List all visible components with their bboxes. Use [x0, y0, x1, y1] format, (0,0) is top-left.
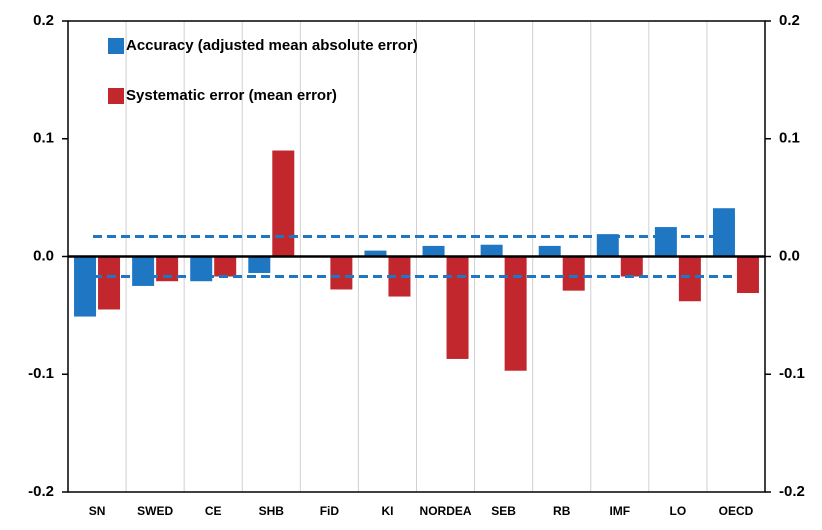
plot-frame — [67, 20, 766, 493]
bar — [654, 227, 677, 257]
y2-tick-label: 0.2 — [779, 12, 800, 29]
legend-label: Systematic error (mean error) — [126, 87, 337, 104]
y-tick-label: 0.2 — [33, 12, 54, 29]
x-tick-label: SWED — [137, 504, 173, 518]
bar — [388, 256, 411, 297]
x-tick-label: CE — [205, 504, 222, 518]
bar — [678, 256, 701, 302]
bar — [156, 256, 179, 282]
y-tick-label: 0.1 — [33, 130, 54, 147]
x-tick-label: NORDEA — [420, 504, 472, 518]
bar — [736, 256, 759, 294]
bar — [596, 234, 619, 257]
bar — [712, 208, 735, 257]
bar — [248, 256, 271, 273]
x-tick-label: IMF — [609, 504, 630, 518]
bar — [272, 150, 295, 257]
x-tick-label: LO — [670, 504, 687, 518]
legend-swatch — [108, 38, 124, 54]
x-tick-label: SEB — [491, 504, 516, 518]
bar — [504, 256, 527, 371]
x-tick-label: SN — [89, 504, 106, 518]
x-tick-label: OECD — [719, 504, 754, 518]
y2-tick-label: -0.1 — [779, 365, 805, 382]
legend-label: Accuracy (adjusted mean absolute error) — [126, 37, 418, 54]
x-tick-label: FiD — [320, 504, 340, 518]
y2-tick-label: 0.1 — [779, 130, 800, 147]
bar — [132, 256, 155, 286]
bar — [446, 256, 469, 359]
y2-tick-label: -0.2 — [779, 483, 805, 500]
bar — [330, 256, 353, 290]
y-tick-label: -0.1 — [28, 365, 54, 382]
bar — [74, 256, 97, 317]
y-tick-label: -0.2 — [28, 483, 54, 500]
legend-swatch — [108, 88, 124, 104]
y-tick-label: 0.0 — [33, 247, 54, 264]
bar — [562, 256, 585, 291]
y2-tick-label: 0.0 — [779, 247, 800, 264]
bar — [98, 256, 121, 310]
x-tick-label: RB — [553, 504, 571, 518]
bar — [364, 250, 387, 257]
x-tick-label: SHB — [259, 504, 285, 518]
bar — [620, 256, 643, 277]
x-tick-label: KI — [381, 504, 393, 518]
bar — [480, 244, 503, 257]
bar — [538, 245, 561, 257]
bar — [422, 245, 445, 257]
bar — [214, 256, 237, 277]
